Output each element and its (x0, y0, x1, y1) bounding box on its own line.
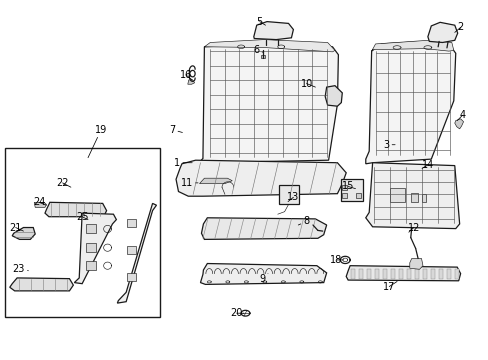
Bar (382, 269, 386, 279)
Polygon shape (371, 40, 453, 51)
Polygon shape (187, 80, 194, 84)
Text: 19: 19 (88, 125, 107, 158)
Bar (127, 246, 136, 254)
Bar (342, 193, 346, 198)
Polygon shape (454, 119, 463, 129)
Polygon shape (196, 44, 338, 165)
Bar (85, 224, 96, 233)
Polygon shape (346, 266, 460, 281)
Bar (85, 243, 96, 252)
Polygon shape (365, 163, 459, 229)
Bar (438, 269, 442, 279)
Bar (398, 269, 402, 279)
Polygon shape (325, 86, 342, 106)
Polygon shape (201, 218, 326, 239)
Text: 8: 8 (298, 216, 309, 226)
Text: 5: 5 (256, 17, 265, 27)
Polygon shape (74, 213, 116, 284)
Text: 14: 14 (421, 160, 433, 170)
Polygon shape (117, 203, 156, 303)
Text: 23: 23 (12, 264, 28, 274)
Bar (278, 185, 299, 204)
Bar (5, 148, 160, 317)
Bar (454, 269, 458, 279)
Text: 21: 21 (9, 222, 23, 233)
Bar (342, 185, 346, 190)
Polygon shape (176, 160, 346, 196)
Text: 12: 12 (407, 222, 419, 233)
Bar (341, 179, 363, 201)
Bar (127, 219, 136, 227)
Text: 25: 25 (76, 212, 88, 222)
Text: 15: 15 (341, 181, 355, 192)
Polygon shape (409, 258, 422, 269)
Text: 6: 6 (253, 45, 262, 55)
Text: 13: 13 (286, 192, 299, 202)
Text: 11: 11 (180, 178, 198, 188)
Text: 22: 22 (56, 178, 71, 188)
Text: 10: 10 (300, 78, 315, 89)
Text: 7: 7 (169, 125, 182, 135)
Text: 24: 24 (33, 197, 46, 207)
Polygon shape (204, 40, 334, 52)
Polygon shape (200, 264, 326, 284)
Bar (389, 188, 404, 202)
Text: 1: 1 (174, 158, 192, 168)
Text: 16: 16 (179, 70, 192, 80)
Bar (430, 269, 434, 279)
Text: 9: 9 (259, 274, 267, 284)
Text: 2: 2 (454, 22, 463, 32)
Bar (414, 269, 418, 279)
Text: 18: 18 (329, 255, 343, 265)
Bar (390, 269, 394, 279)
Bar (127, 273, 136, 281)
Bar (358, 269, 362, 279)
Bar (355, 193, 360, 198)
Bar (446, 269, 450, 279)
Polygon shape (10, 278, 73, 291)
Bar (374, 269, 378, 279)
Polygon shape (45, 202, 106, 217)
Bar (350, 269, 354, 279)
Polygon shape (427, 22, 457, 42)
Bar (85, 261, 96, 270)
Polygon shape (365, 41, 455, 164)
Polygon shape (199, 178, 232, 184)
Text: 4: 4 (456, 110, 465, 121)
Polygon shape (34, 202, 46, 207)
Polygon shape (253, 22, 293, 40)
Bar (422, 269, 426, 279)
Bar (260, 55, 264, 58)
Text: 3: 3 (383, 140, 394, 150)
Bar (421, 194, 426, 202)
Text: 17: 17 (382, 282, 396, 292)
Bar (406, 269, 410, 279)
Bar (410, 193, 417, 202)
Polygon shape (12, 228, 35, 239)
Text: 20: 20 (230, 308, 244, 318)
Bar (366, 269, 370, 279)
